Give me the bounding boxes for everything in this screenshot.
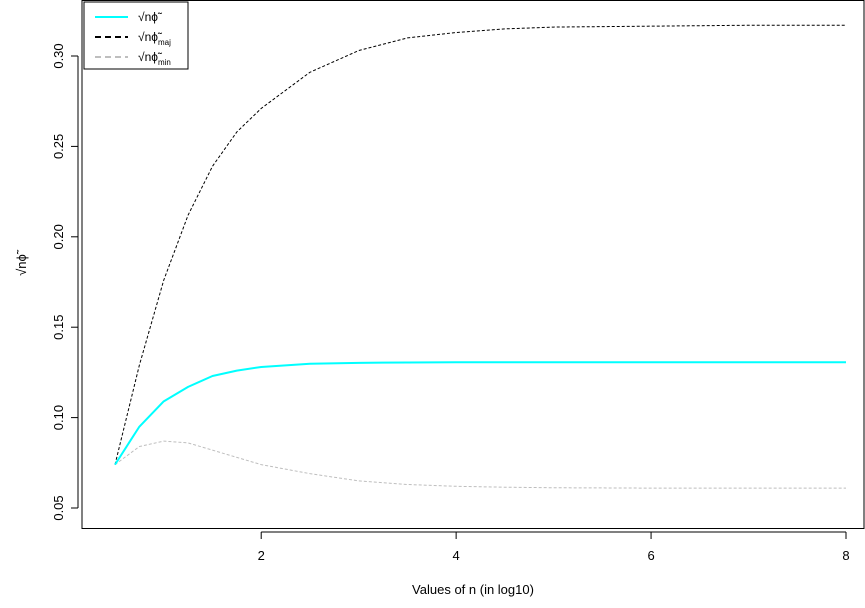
legend-items: √nϕ̃ √nϕ̃maj √nϕ̃min: [95, 10, 171, 67]
series-line-2: [114, 440, 846, 489]
legend: √nϕ̃ √nϕ̃maj √nϕ̃min: [83, 1, 189, 70]
legend-label-0: √nϕ̃: [138, 10, 163, 24]
x-tick-label: 2: [258, 548, 265, 563]
series-line-1: [114, 24, 846, 465]
x-axis-title: Values of n (in log10): [412, 582, 534, 597]
legend-label-1: √nϕ̃maj: [138, 30, 171, 47]
y-tick-label: 0.15: [51, 315, 66, 340]
y-tick-label: 0.25: [51, 134, 66, 159]
y-tick-label: 0.20: [51, 224, 66, 249]
x-tick-label: 6: [647, 548, 654, 563]
x-axis: 2 4 6 8: [258, 531, 850, 563]
plot-frame: [81, 0, 865, 529]
y-tick-label: 0.10: [51, 405, 66, 430]
plot-layer: [114, 24, 846, 489]
legend-label-2: √nϕ̃min: [138, 50, 171, 67]
legend-box: [83, 1, 189, 70]
x-tick-label: 4: [453, 548, 460, 563]
y-axis: 0.05 0.10 0.15 0.20 0.25 0.30: [51, 43, 79, 521]
x-tick-label: 8: [842, 548, 849, 563]
y-tick-label: 0.05: [51, 495, 66, 520]
y-tick-label: 0.30: [51, 43, 66, 68]
y-axis-title: √nϕ̃: [14, 249, 29, 276]
series-line-0: [114, 361, 846, 466]
